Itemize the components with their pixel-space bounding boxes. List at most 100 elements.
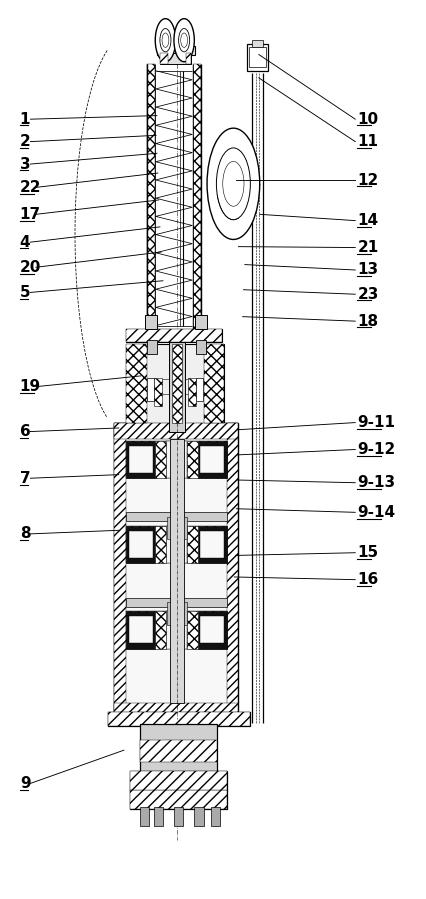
Bar bbox=[247, 44, 268, 71]
Text: 8: 8 bbox=[20, 527, 30, 541]
Bar bbox=[160, 53, 191, 64]
Bar bbox=[200, 446, 224, 473]
Bar bbox=[196, 378, 203, 401]
Text: 9-13: 9-13 bbox=[357, 476, 395, 490]
Circle shape bbox=[181, 33, 187, 48]
Bar bbox=[147, 378, 153, 401]
Bar bbox=[127, 441, 155, 478]
Bar bbox=[169, 334, 184, 432]
Bar bbox=[195, 315, 207, 329]
Bar bbox=[129, 446, 153, 473]
Bar bbox=[249, 48, 266, 67]
Bar bbox=[153, 378, 162, 406]
Bar bbox=[140, 806, 149, 826]
Bar bbox=[130, 770, 227, 789]
Bar bbox=[127, 526, 155, 564]
Bar bbox=[127, 611, 227, 649]
Bar bbox=[153, 806, 163, 826]
Bar bbox=[155, 611, 166, 649]
Bar bbox=[115, 423, 239, 439]
Bar bbox=[156, 46, 195, 55]
Bar bbox=[145, 315, 157, 329]
Bar bbox=[130, 770, 227, 808]
Text: 6: 6 bbox=[20, 424, 31, 439]
Bar bbox=[184, 602, 187, 625]
Circle shape bbox=[223, 161, 244, 206]
Bar bbox=[166, 611, 187, 649]
Bar bbox=[198, 441, 227, 478]
Text: 21: 21 bbox=[357, 240, 379, 255]
Circle shape bbox=[207, 129, 260, 239]
Bar bbox=[127, 329, 222, 342]
Bar bbox=[196, 340, 206, 354]
Circle shape bbox=[178, 29, 190, 52]
Bar bbox=[194, 806, 204, 826]
Bar bbox=[115, 423, 127, 719]
Bar bbox=[115, 703, 239, 719]
Text: 13: 13 bbox=[357, 263, 378, 278]
Text: 10: 10 bbox=[357, 111, 378, 127]
Text: 14: 14 bbox=[357, 213, 378, 228]
Text: 2: 2 bbox=[20, 134, 31, 149]
Bar bbox=[166, 526, 187, 564]
Text: 18: 18 bbox=[357, 314, 378, 329]
Bar bbox=[108, 712, 250, 726]
Bar bbox=[129, 531, 153, 558]
Bar bbox=[172, 343, 182, 423]
Text: 9-14: 9-14 bbox=[357, 505, 395, 520]
Bar bbox=[184, 517, 187, 539]
Text: 5: 5 bbox=[20, 285, 30, 300]
Bar bbox=[147, 64, 155, 331]
Text: 3: 3 bbox=[20, 156, 30, 172]
Bar bbox=[108, 712, 250, 726]
Text: 22: 22 bbox=[20, 180, 41, 195]
Circle shape bbox=[162, 33, 169, 48]
Bar bbox=[127, 526, 227, 564]
Text: 9-11: 9-11 bbox=[357, 415, 395, 430]
Text: 16: 16 bbox=[357, 572, 379, 587]
Bar bbox=[227, 423, 239, 719]
Bar bbox=[127, 611, 155, 649]
Bar bbox=[127, 512, 227, 521]
Bar bbox=[200, 531, 224, 558]
Circle shape bbox=[216, 148, 250, 219]
Bar bbox=[211, 806, 220, 826]
Bar bbox=[129, 617, 153, 644]
Text: 19: 19 bbox=[20, 379, 41, 394]
Bar bbox=[130, 789, 227, 808]
Text: 1: 1 bbox=[20, 111, 30, 127]
Text: 9: 9 bbox=[20, 776, 30, 791]
Bar bbox=[200, 617, 224, 644]
Bar bbox=[187, 441, 198, 478]
Bar bbox=[198, 611, 227, 649]
Bar bbox=[253, 40, 263, 48]
Bar bbox=[204, 343, 225, 423]
Bar bbox=[167, 517, 170, 539]
Text: 11: 11 bbox=[357, 134, 378, 149]
Bar bbox=[127, 343, 225, 423]
Bar bbox=[166, 441, 187, 478]
Circle shape bbox=[155, 19, 176, 62]
Text: 23: 23 bbox=[357, 287, 379, 302]
Text: 12: 12 bbox=[357, 173, 379, 188]
Text: 17: 17 bbox=[20, 207, 41, 222]
Bar bbox=[186, 53, 191, 64]
Bar bbox=[127, 343, 147, 423]
Text: 7: 7 bbox=[20, 471, 30, 485]
Circle shape bbox=[160, 29, 171, 52]
Bar bbox=[115, 423, 239, 719]
Text: 4: 4 bbox=[20, 235, 30, 250]
Text: 9-12: 9-12 bbox=[357, 442, 396, 457]
Text: 15: 15 bbox=[357, 545, 378, 560]
Bar bbox=[193, 64, 201, 331]
Text: 20: 20 bbox=[20, 260, 41, 275]
Bar bbox=[127, 441, 227, 478]
Bar bbox=[127, 598, 227, 607]
Bar bbox=[174, 806, 183, 826]
Bar bbox=[140, 725, 217, 772]
Bar bbox=[198, 526, 227, 564]
Bar bbox=[155, 441, 166, 478]
Bar bbox=[127, 329, 222, 342]
Bar bbox=[147, 340, 157, 354]
Bar bbox=[160, 53, 167, 64]
